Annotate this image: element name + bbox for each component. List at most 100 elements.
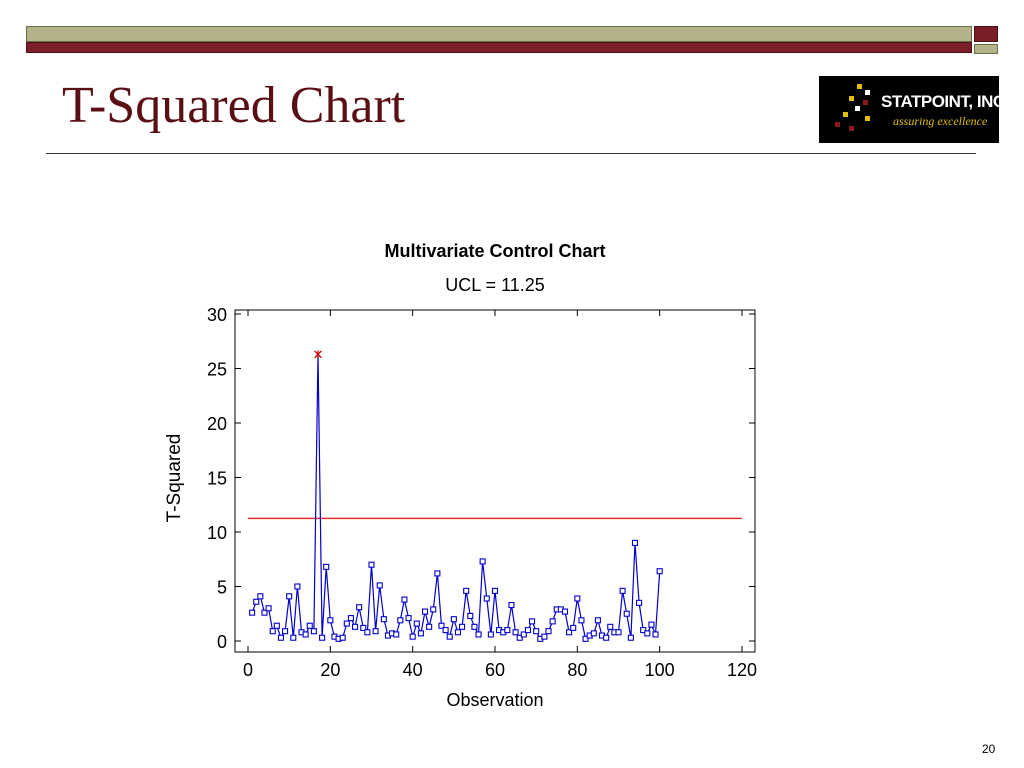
data-point [376, 582, 383, 589]
data-point [463, 587, 470, 594]
data-point [286, 593, 293, 600]
data-point [397, 617, 404, 624]
logo-dot [835, 122, 840, 127]
outlier-point [314, 350, 322, 359]
x-tick-label: 120 [727, 660, 757, 680]
data-point [409, 633, 416, 640]
data-point [281, 628, 289, 635]
x-tick-label: 100 [645, 660, 675, 680]
data-point [475, 631, 482, 638]
data-point [533, 628, 540, 635]
data-point [430, 606, 437, 613]
y-tick-label: 30 [207, 305, 227, 325]
data-point [327, 617, 334, 624]
data-point [640, 627, 647, 634]
y-tick-label: 10 [207, 523, 227, 543]
data-point [434, 570, 441, 577]
logo-dot [857, 84, 862, 89]
data-point [615, 629, 622, 636]
data-point [459, 623, 466, 630]
data-point [454, 629, 462, 636]
data-point [566, 629, 573, 636]
data-point [364, 629, 371, 636]
data-point [442, 627, 449, 634]
data-point [356, 604, 363, 611]
data-point [627, 634, 634, 641]
data-point [339, 634, 346, 641]
x-tick-label: 60 [485, 660, 505, 680]
data-point [417, 630, 424, 637]
logo-dot [863, 100, 868, 105]
data-point [257, 593, 264, 600]
data-point [249, 609, 256, 616]
logo-dot [843, 112, 848, 117]
data-point [306, 622, 313, 629]
data-point [265, 605, 272, 612]
data-point [380, 616, 387, 623]
data-point [368, 561, 375, 568]
x-tick-label: 0 [243, 660, 253, 680]
data-point [273, 622, 280, 629]
data-point [269, 628, 276, 635]
data-point [323, 563, 330, 570]
data-point [302, 631, 309, 638]
data-point [520, 631, 527, 638]
data-point [471, 623, 478, 630]
data-point [644, 630, 651, 637]
data-point [512, 629, 519, 636]
data-point [631, 539, 639, 546]
logo-dot [855, 106, 860, 111]
header-square-maroon [974, 26, 998, 42]
slide-title: T-Squared Chart [62, 77, 406, 134]
y-tick-label: 20 [207, 414, 227, 434]
data-point [421, 608, 429, 615]
x-tick-label: 20 [320, 660, 340, 680]
data-point [570, 624, 577, 631]
logo-name: STATPOINT, INC. [881, 92, 999, 111]
data-point [467, 612, 474, 619]
header-bar-maroon [26, 42, 972, 53]
data-point [294, 583, 301, 590]
data-point [508, 601, 515, 609]
chart-subtitle: UCL = 11.25 [445, 275, 545, 295]
data-point [574, 595, 581, 602]
chart-title: Multivariate Control Chart [384, 241, 605, 261]
data-point [582, 635, 589, 642]
y-tick-label: 25 [207, 360, 227, 380]
data-point [561, 608, 569, 615]
data-point [483, 595, 490, 602]
y-tick-label: 15 [207, 469, 227, 489]
data-point [648, 621, 655, 628]
logo-dot [849, 96, 854, 101]
y-tick-label: 0 [217, 632, 227, 652]
y-tick-label: 5 [217, 578, 227, 598]
data-point [578, 617, 585, 624]
logo-dot [865, 116, 870, 121]
y-axis-label: T-Squared [164, 434, 185, 523]
title-divider [46, 153, 976, 154]
data-point [450, 616, 457, 623]
x-tick-label: 40 [403, 660, 423, 680]
data-point [253, 598, 260, 605]
header-square-olive [974, 44, 998, 54]
page-number: 20 [982, 742, 996, 756]
data-point [491, 587, 499, 594]
data-point [636, 599, 643, 606]
logo-tagline: assuring excellence [893, 114, 988, 128]
x-axis-label: Observation [446, 690, 543, 710]
data-point [426, 623, 433, 630]
data-point [541, 633, 548, 640]
data-point [438, 622, 445, 629]
data-point [504, 627, 511, 634]
data-point [290, 634, 297, 641]
data-point [360, 624, 367, 631]
data-point [549, 618, 556, 625]
data-point [372, 628, 379, 635]
data-point [405, 615, 412, 622]
data-point [603, 634, 610, 641]
data-point [261, 609, 268, 616]
header-bar-olive [26, 26, 972, 42]
data-point [487, 631, 494, 638]
plot-frame [234, 309, 756, 653]
